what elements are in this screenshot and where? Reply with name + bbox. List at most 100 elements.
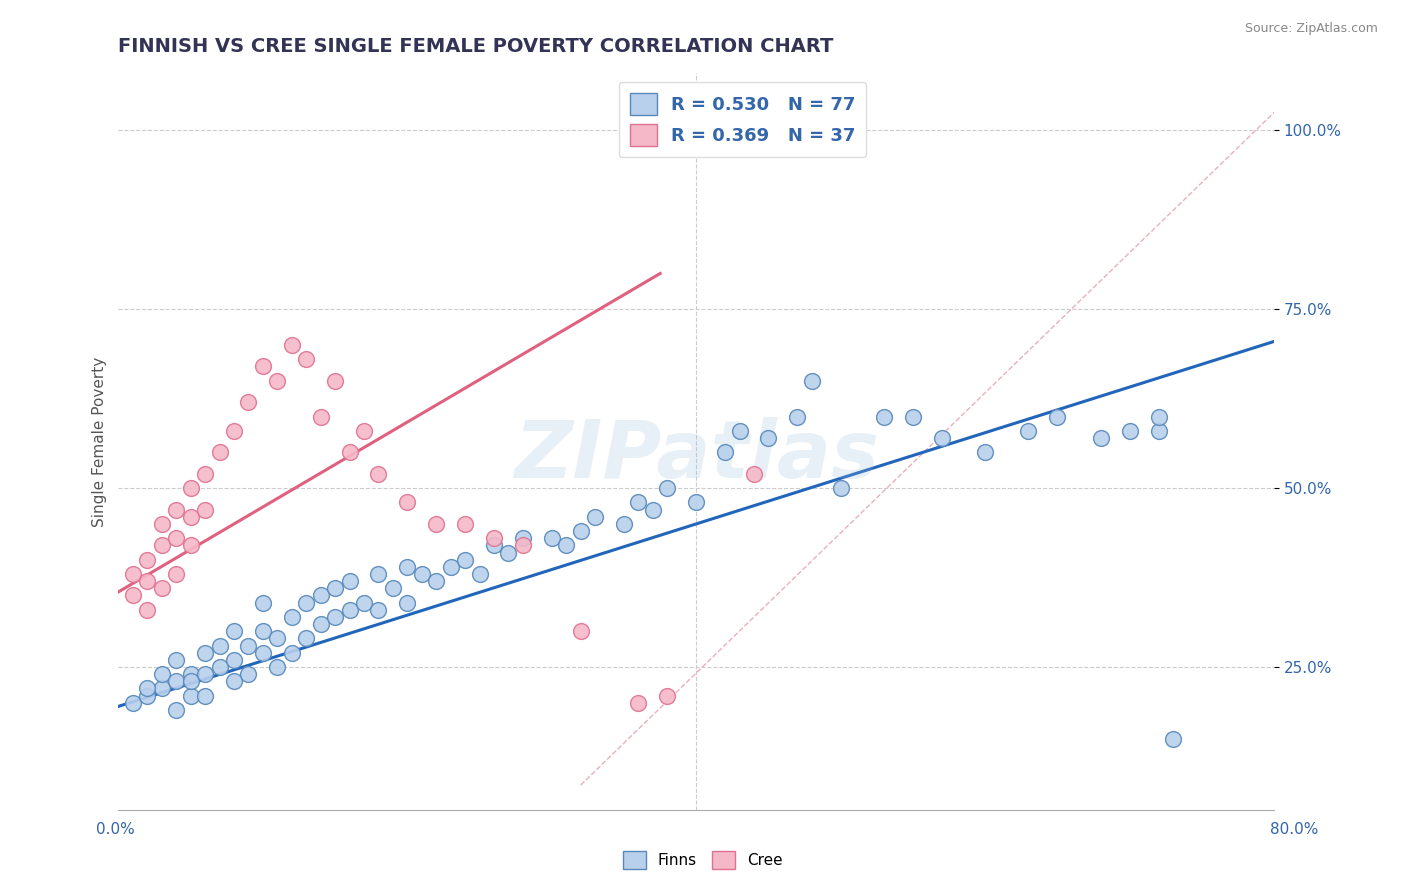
Point <box>323 582 346 596</box>
Point <box>931 431 953 445</box>
Point <box>1118 424 1140 438</box>
Point <box>367 603 389 617</box>
Point <box>252 646 274 660</box>
Point <box>396 596 419 610</box>
Point <box>180 481 202 495</box>
Point <box>1018 424 1040 438</box>
Point <box>830 481 852 495</box>
Point <box>222 653 245 667</box>
Point <box>627 495 650 509</box>
Point <box>136 689 159 703</box>
Point <box>1046 409 1069 424</box>
Point <box>498 545 520 559</box>
Point <box>252 624 274 639</box>
Point <box>266 660 288 674</box>
Point <box>122 566 145 581</box>
Point <box>150 582 173 596</box>
Point <box>657 689 679 703</box>
Legend: Finns, Cree: Finns, Cree <box>617 845 789 875</box>
Point <box>309 409 332 424</box>
Point <box>569 524 592 538</box>
Point <box>1161 731 1184 746</box>
Point <box>873 409 896 424</box>
Point <box>180 509 202 524</box>
Point <box>627 696 650 710</box>
Point <box>238 395 260 409</box>
Point <box>165 566 187 581</box>
Point <box>136 574 159 589</box>
Point <box>396 495 419 509</box>
Point <box>425 516 447 531</box>
Point <box>657 481 679 495</box>
Point <box>208 660 231 674</box>
Point <box>512 538 534 552</box>
Point <box>194 467 217 481</box>
Point <box>194 646 217 660</box>
Point <box>295 596 318 610</box>
Point <box>222 424 245 438</box>
Point <box>136 552 159 566</box>
Text: 80.0%: 80.0% <box>1271 822 1319 837</box>
Point <box>468 566 491 581</box>
Point <box>339 574 361 589</box>
Point <box>482 531 505 545</box>
Point <box>180 667 202 681</box>
Point <box>266 632 288 646</box>
Point <box>454 552 477 566</box>
Point <box>238 639 260 653</box>
Legend: R = 0.530   N = 77, R = 0.369   N = 37: R = 0.530 N = 77, R = 0.369 N = 37 <box>619 82 866 157</box>
Text: 0.0%: 0.0% <box>96 822 135 837</box>
Text: Source: ZipAtlas.com: Source: ZipAtlas.com <box>1244 22 1378 36</box>
Point <box>758 431 780 445</box>
Point <box>613 516 636 531</box>
Point <box>281 646 304 660</box>
Point <box>482 538 505 552</box>
Point <box>150 538 173 552</box>
Point <box>252 596 274 610</box>
Text: FINNISH VS CREE SINGLE FEMALE POVERTY CORRELATION CHART: FINNISH VS CREE SINGLE FEMALE POVERTY CO… <box>118 37 834 56</box>
Point <box>252 359 274 374</box>
Point <box>583 509 606 524</box>
Point <box>180 538 202 552</box>
Point <box>367 467 389 481</box>
Point <box>1147 409 1170 424</box>
Point <box>685 495 707 509</box>
Point <box>339 603 361 617</box>
Point <box>728 424 751 438</box>
Point <box>165 674 187 689</box>
Point <box>194 667 217 681</box>
Point <box>830 116 852 130</box>
Point <box>641 502 664 516</box>
Point <box>714 445 737 459</box>
Point <box>339 445 361 459</box>
Point <box>367 566 389 581</box>
Point <box>425 574 447 589</box>
Point <box>411 566 433 581</box>
Point <box>295 352 318 367</box>
Point <box>266 374 288 388</box>
Point <box>136 681 159 696</box>
Point <box>540 531 562 545</box>
Point <box>194 689 217 703</box>
Point <box>281 338 304 352</box>
Point <box>222 624 245 639</box>
Point <box>901 409 924 424</box>
Point <box>353 596 375 610</box>
Point <box>122 589 145 603</box>
Point <box>512 531 534 545</box>
Point <box>150 516 173 531</box>
Point <box>323 374 346 388</box>
Point <box>295 632 318 646</box>
Point <box>396 559 419 574</box>
Point <box>309 589 332 603</box>
Point <box>180 674 202 689</box>
Point <box>165 653 187 667</box>
Point <box>180 689 202 703</box>
Point <box>353 424 375 438</box>
Point <box>800 374 823 388</box>
Point <box>165 703 187 717</box>
Text: ZIPatlas: ZIPatlas <box>513 417 879 495</box>
Point <box>974 445 997 459</box>
Point <box>555 538 578 552</box>
Y-axis label: Single Female Poverty: Single Female Poverty <box>93 357 107 527</box>
